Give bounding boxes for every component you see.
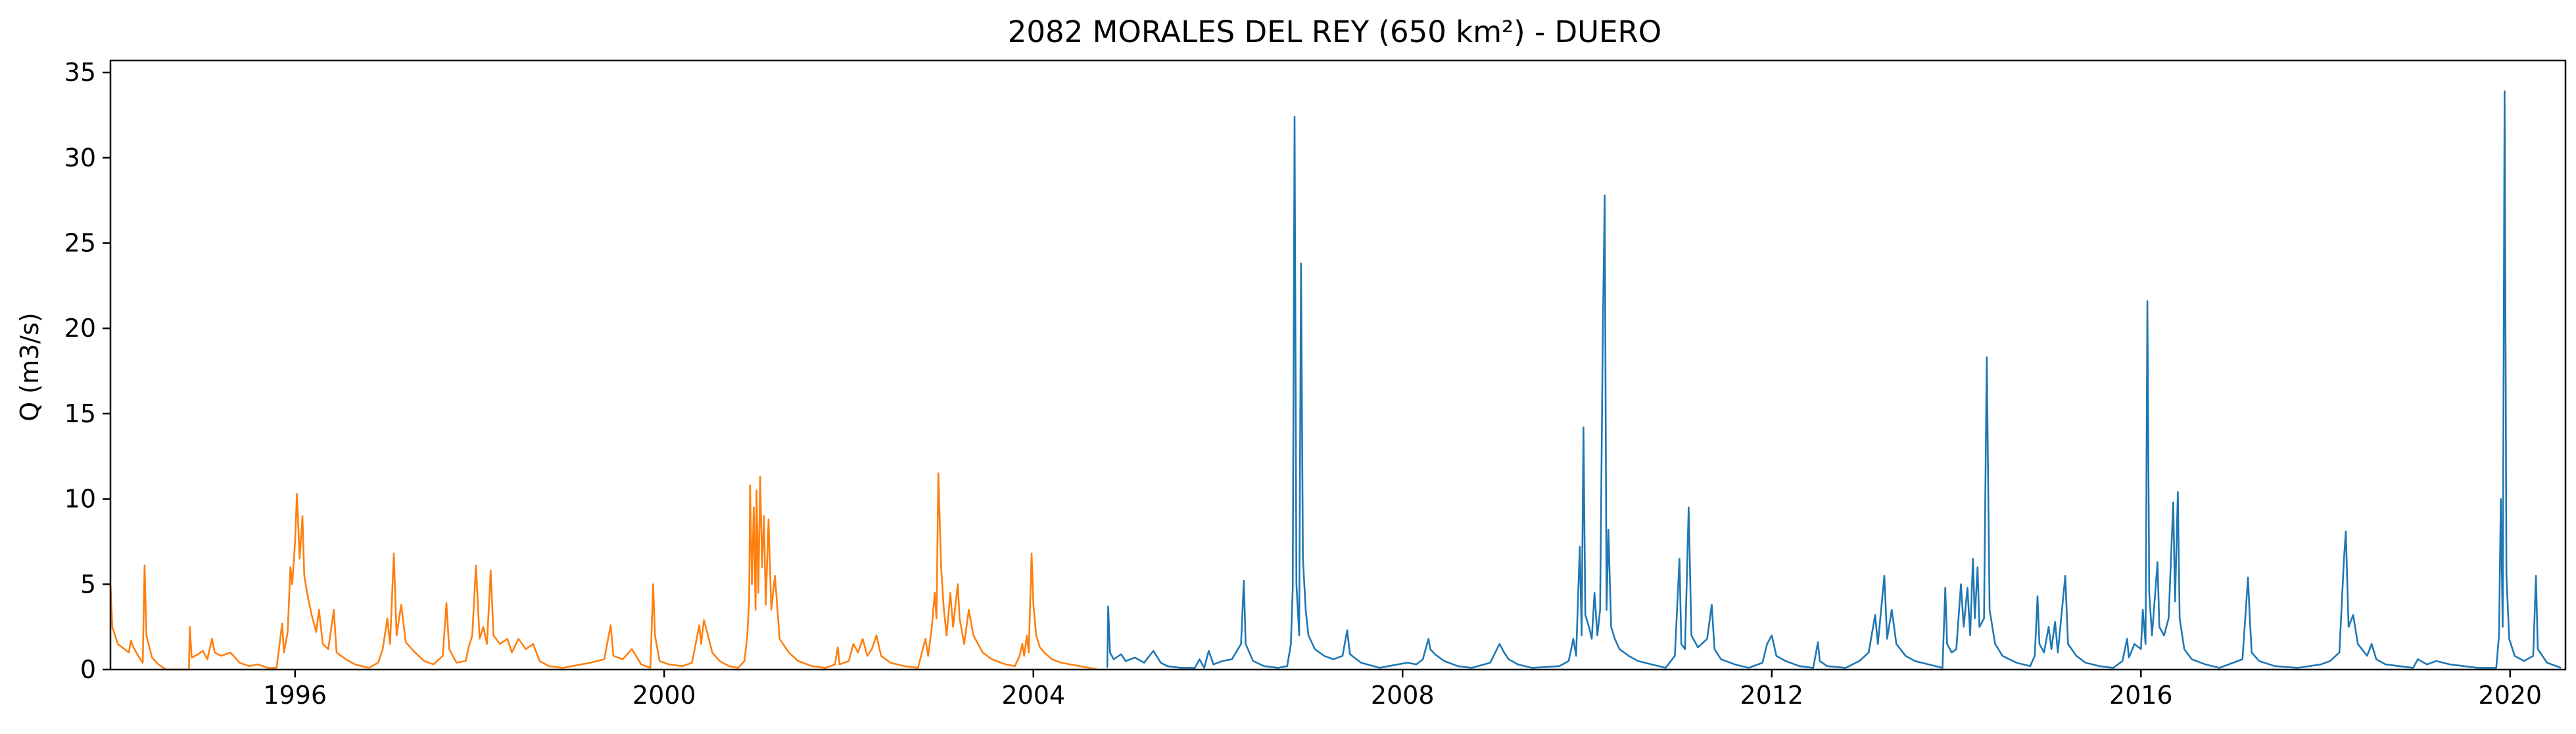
x-tick-label: 2004 <box>1001 681 1065 710</box>
plot-area <box>109 90 2562 671</box>
x-axis-ticks: 1996 2000 2004 2008 2012 2016 2020 <box>263 670 2542 710</box>
y-tick-label: 0 <box>80 655 96 684</box>
plot-frame <box>109 59 2567 671</box>
series-layer <box>109 90 2562 671</box>
x-tick-label: 2008 <box>1371 681 1435 710</box>
chart-title: 2082 MORALES DEL REY (650 km²) - DUERO <box>1008 14 1661 49</box>
x-tick-label: 1996 <box>263 681 327 710</box>
y-tick-label: 25 <box>64 229 96 258</box>
y-tick-label: 35 <box>64 58 96 87</box>
y-tick-label: 5 <box>80 570 96 599</box>
x-tick-label: 2020 <box>2478 681 2542 710</box>
y-tick-label: 20 <box>64 314 96 343</box>
y-tick-label: 10 <box>64 485 96 514</box>
y-tick-label: 30 <box>64 143 96 172</box>
x-tick-label: 2000 <box>632 681 696 710</box>
x-tick-label: 2016 <box>2109 681 2173 710</box>
x-tick-label: 2012 <box>1740 681 1803 710</box>
series-2-line <box>1106 90 2562 669</box>
y-axis-ticks: 0 5 10 15 20 25 30 35 <box>64 58 110 684</box>
y-axis-label: Q (m3/s) <box>15 312 44 421</box>
axes: 1996 2000 2004 2008 2012 2016 2020 0 5 10 15 20 25 3… <box>64 58 2567 710</box>
series-1-line <box>109 472 1099 671</box>
y-tick-label: 15 <box>64 399 96 428</box>
